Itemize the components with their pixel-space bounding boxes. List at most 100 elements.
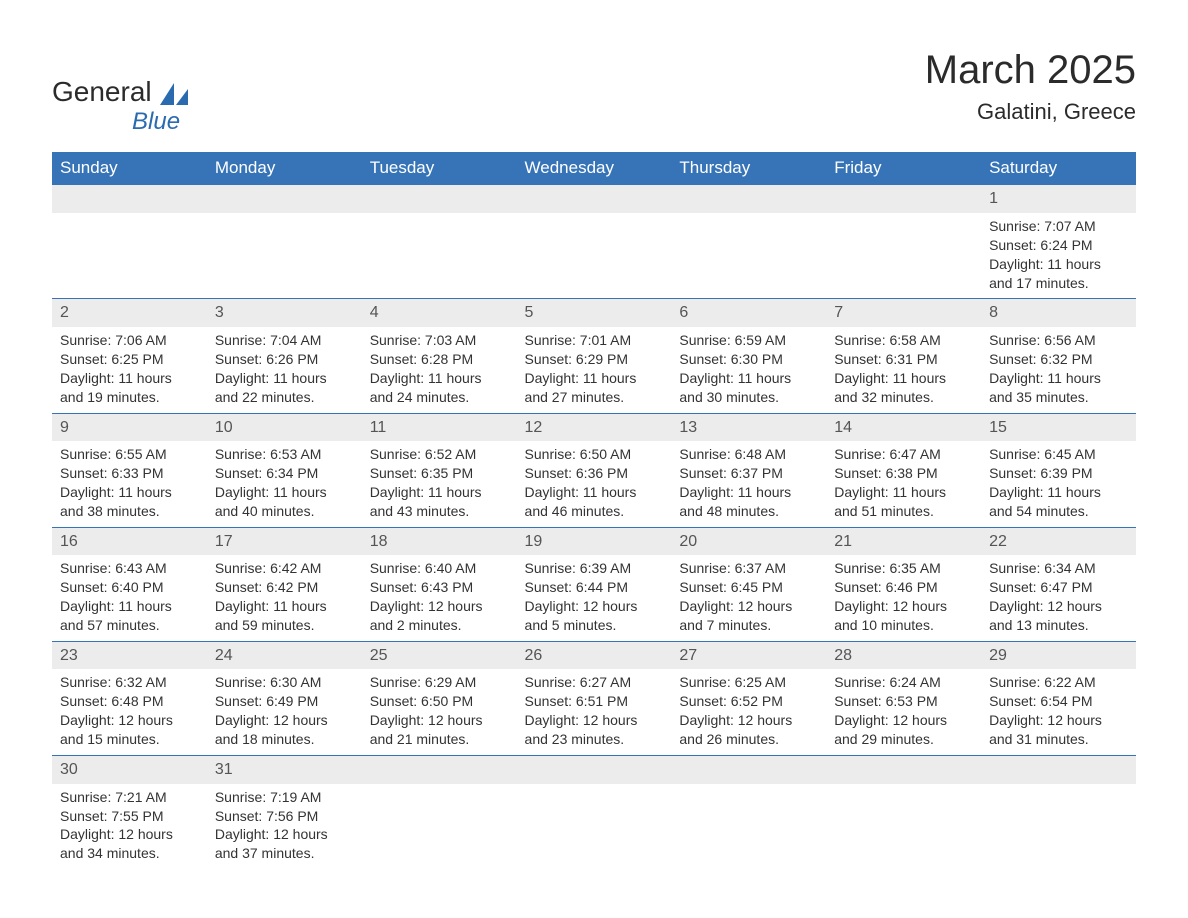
day-day1: Daylight: 12 hours (215, 711, 354, 730)
day-sunrise: Sunrise: 7:06 AM (60, 331, 199, 350)
day-day1: Daylight: 11 hours (60, 597, 199, 616)
day-sunset: Sunset: 6:37 PM (679, 464, 818, 483)
day-data: Sunrise: 7:03 AMSunset: 6:28 PMDaylight:… (362, 327, 517, 413)
calendar-day-cell: 3Sunrise: 7:04 AMSunset: 6:26 PMDaylight… (207, 299, 362, 413)
day-sunrise: Sunrise: 6:24 AM (834, 673, 973, 692)
day-day2: and 57 minutes. (60, 616, 199, 635)
day-day2: and 59 minutes. (215, 616, 354, 635)
day-day2: and 24 minutes. (370, 388, 509, 407)
day-day1: Daylight: 11 hours (215, 369, 354, 388)
day-sunrise: Sunrise: 6:30 AM (215, 673, 354, 692)
calendar-day-cell: 22Sunrise: 6:34 AMSunset: 6:47 PMDayligh… (981, 527, 1136, 641)
day-sunset: Sunset: 6:54 PM (989, 692, 1128, 711)
day-sunrise: Sunrise: 6:58 AM (834, 331, 973, 350)
day-number: 27 (671, 642, 826, 670)
day-sunrise: Sunrise: 7:04 AM (215, 331, 354, 350)
calendar-day-cell: 23Sunrise: 6:32 AMSunset: 6:48 PMDayligh… (52, 641, 207, 755)
day-number: 7 (826, 299, 981, 327)
day-number: 13 (671, 414, 826, 442)
day-number: 28 (826, 642, 981, 670)
day-day1: Daylight: 11 hours (370, 483, 509, 502)
day-number: 11 (362, 414, 517, 442)
day-number: 17 (207, 528, 362, 556)
day-day2: and 31 minutes. (989, 730, 1128, 749)
day-day1: Daylight: 11 hours (60, 483, 199, 502)
day-number: 25 (362, 642, 517, 670)
weekday-header: Saturday (981, 152, 1136, 185)
weekday-header: Friday (826, 152, 981, 185)
day-sunset: Sunset: 6:24 PM (989, 236, 1128, 255)
day-sunset: Sunset: 6:43 PM (370, 578, 509, 597)
day-day2: and 15 minutes. (60, 730, 199, 749)
day-number (517, 756, 672, 784)
calendar-day-cell: 4Sunrise: 7:03 AMSunset: 6:28 PMDaylight… (362, 299, 517, 413)
day-sunrise: Sunrise: 6:37 AM (679, 559, 818, 578)
day-data: Sunrise: 7:06 AMSunset: 6:25 PMDaylight:… (52, 327, 207, 413)
day-sunrise: Sunrise: 6:56 AM (989, 331, 1128, 350)
day-sunrise: Sunrise: 6:29 AM (370, 673, 509, 692)
day-data: Sunrise: 6:29 AMSunset: 6:50 PMDaylight:… (362, 669, 517, 755)
day-sunrise: Sunrise: 6:48 AM (679, 445, 818, 464)
day-data (826, 784, 981, 860)
calendar-day-cell: 10Sunrise: 6:53 AMSunset: 6:34 PMDayligh… (207, 413, 362, 527)
weekday-header-row: Sunday Monday Tuesday Wednesday Thursday… (52, 152, 1136, 185)
calendar-day-cell: 15Sunrise: 6:45 AMSunset: 6:39 PMDayligh… (981, 413, 1136, 527)
calendar-day-cell: 7Sunrise: 6:58 AMSunset: 6:31 PMDaylight… (826, 299, 981, 413)
calendar-empty-cell (981, 756, 1136, 870)
day-sunset: Sunset: 6:52 PM (679, 692, 818, 711)
day-data: Sunrise: 6:55 AMSunset: 6:33 PMDaylight:… (52, 441, 207, 527)
day-data: Sunrise: 7:19 AMSunset: 7:56 PMDaylight:… (207, 784, 362, 870)
day-sunrise: Sunrise: 6:39 AM (525, 559, 664, 578)
day-day2: and 48 minutes. (679, 502, 818, 521)
calendar-day-cell: 30Sunrise: 7:21 AMSunset: 7:55 PMDayligh… (52, 756, 207, 870)
day-sunset: Sunset: 6:42 PM (215, 578, 354, 597)
day-day2: and 18 minutes. (215, 730, 354, 749)
calendar-day-cell: 20Sunrise: 6:37 AMSunset: 6:45 PMDayligh… (671, 527, 826, 641)
calendar-week-row: 23Sunrise: 6:32 AMSunset: 6:48 PMDayligh… (52, 641, 1136, 755)
day-data: Sunrise: 6:53 AMSunset: 6:34 PMDaylight:… (207, 441, 362, 527)
day-data: Sunrise: 7:01 AMSunset: 6:29 PMDaylight:… (517, 327, 672, 413)
month-title: March 2025 (925, 48, 1136, 93)
calendar-day-cell: 17Sunrise: 6:42 AMSunset: 6:42 PMDayligh… (207, 527, 362, 641)
calendar-empty-cell (52, 185, 207, 299)
day-number (52, 185, 207, 213)
calendar-empty-cell (671, 756, 826, 870)
day-data (671, 784, 826, 860)
day-sunrise: Sunrise: 7:01 AM (525, 331, 664, 350)
day-day2: and 2 minutes. (370, 616, 509, 635)
day-number (671, 756, 826, 784)
day-day2: and 27 minutes. (525, 388, 664, 407)
day-day2: and 54 minutes. (989, 502, 1128, 521)
day-data: Sunrise: 6:27 AMSunset: 6:51 PMDaylight:… (517, 669, 672, 755)
day-data (671, 213, 826, 289)
day-day2: and 5 minutes. (525, 616, 664, 635)
day-data: Sunrise: 6:42 AMSunset: 6:42 PMDaylight:… (207, 555, 362, 641)
calendar-day-cell: 31Sunrise: 7:19 AMSunset: 7:56 PMDayligh… (207, 756, 362, 870)
day-day2: and 13 minutes. (989, 616, 1128, 635)
day-data: Sunrise: 7:04 AMSunset: 6:26 PMDaylight:… (207, 327, 362, 413)
day-data: Sunrise: 6:30 AMSunset: 6:49 PMDaylight:… (207, 669, 362, 755)
day-day1: Daylight: 12 hours (215, 825, 354, 844)
brand-logo: General Blue (52, 48, 188, 134)
calendar-day-cell: 21Sunrise: 6:35 AMSunset: 6:46 PMDayligh… (826, 527, 981, 641)
day-data (362, 784, 517, 860)
day-sunset: Sunset: 6:45 PM (679, 578, 818, 597)
day-number: 10 (207, 414, 362, 442)
day-day2: and 46 minutes. (525, 502, 664, 521)
header: General Blue March 2025 Galatini, Greece (52, 48, 1136, 134)
day-day2: and 51 minutes. (834, 502, 973, 521)
calendar-day-cell: 9Sunrise: 6:55 AMSunset: 6:33 PMDaylight… (52, 413, 207, 527)
calendar-day-cell: 28Sunrise: 6:24 AMSunset: 6:53 PMDayligh… (826, 641, 981, 755)
day-data (826, 213, 981, 289)
day-day1: Daylight: 11 hours (60, 369, 199, 388)
day-sunrise: Sunrise: 6:22 AM (989, 673, 1128, 692)
day-day2: and 17 minutes. (989, 274, 1128, 293)
day-day2: and 10 minutes. (834, 616, 973, 635)
day-day1: Daylight: 12 hours (370, 597, 509, 616)
calendar-day-cell: 1Sunrise: 7:07 AMSunset: 6:24 PMDaylight… (981, 185, 1136, 299)
calendar-day-cell: 24Sunrise: 6:30 AMSunset: 6:49 PMDayligh… (207, 641, 362, 755)
day-number: 3 (207, 299, 362, 327)
day-data: Sunrise: 6:39 AMSunset: 6:44 PMDaylight:… (517, 555, 672, 641)
day-sunrise: Sunrise: 6:35 AM (834, 559, 973, 578)
day-data (362, 213, 517, 289)
